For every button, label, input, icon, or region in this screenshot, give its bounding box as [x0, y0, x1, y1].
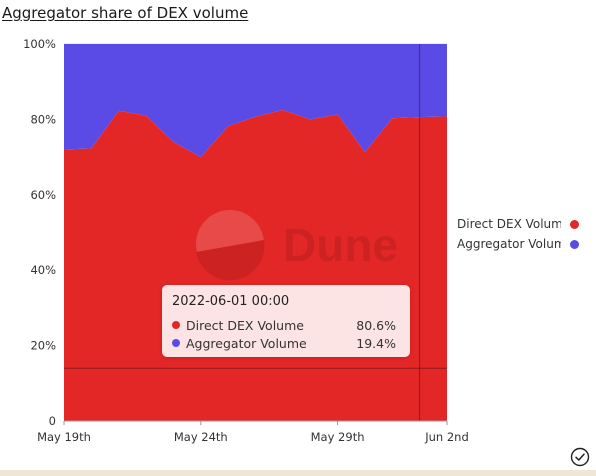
x-axis: May 19th May 24th May 29th Jun 2nd — [37, 420, 469, 444]
y-tick-label: 60% — [30, 188, 56, 202]
tooltip-dot — [172, 339, 180, 347]
tooltip-row-direct: Direct DEX Volume 80.6% — [172, 316, 396, 334]
tooltip-title: 2022-06-01 00:00 — [172, 294, 290, 309]
y-axis: 0 20% 40% 60% 80% 100% — [23, 37, 56, 428]
y-tick-label: 100% — [23, 37, 56, 51]
legend-dot — [570, 239, 579, 249]
y-tick-label: 0 — [49, 414, 56, 428]
x-tick-label: Jun 2nd — [424, 430, 469, 444]
tooltip-dot — [172, 321, 180, 329]
legend: Direct DEX Volume Aggregator Volume — [457, 215, 579, 255]
tooltip-label: Direct DEX Volume — [186, 317, 304, 333]
x-tick-label: May 19th — [37, 430, 91, 444]
chart-title[interactable]: Aggregator share of DEX volume — [2, 4, 249, 22]
tooltip-row-aggregator: Aggregator Volume 19.4% — [172, 334, 396, 352]
x-tick-label: May 24th — [174, 430, 228, 444]
tooltip-value: 80.6% — [356, 317, 396, 333]
legend-label: Aggregator Volume — [457, 237, 561, 251]
footer-bar — [0, 470, 596, 476]
legend-label: Direct DEX Volume — [457, 217, 561, 231]
check-circle-icon[interactable] — [570, 447, 590, 467]
x-tick-label: May 29th — [311, 430, 365, 444]
tooltip-label: Aggregator Volume — [186, 335, 307, 351]
dune-watermark: Dune — [196, 210, 398, 281]
area-aggregator-volume — [64, 44, 447, 158]
y-tick-label: 40% — [30, 263, 56, 277]
crosshair — [64, 44, 447, 421]
chart-tooltip: 2022-06-01 00:00 Direct DEX Volume 80.6%… — [162, 285, 410, 357]
tooltip-value: 19.4% — [356, 335, 396, 351]
y-tick-label: 20% — [30, 339, 56, 353]
watermark-text: Dune — [283, 219, 398, 271]
y-tick-label: 80% — [30, 112, 56, 126]
legend-item-aggregator[interactable]: Aggregator Volume — [457, 235, 579, 253]
legend-dot — [570, 219, 579, 229]
legend-item-direct[interactable]: Direct DEX Volume — [457, 215, 579, 233]
